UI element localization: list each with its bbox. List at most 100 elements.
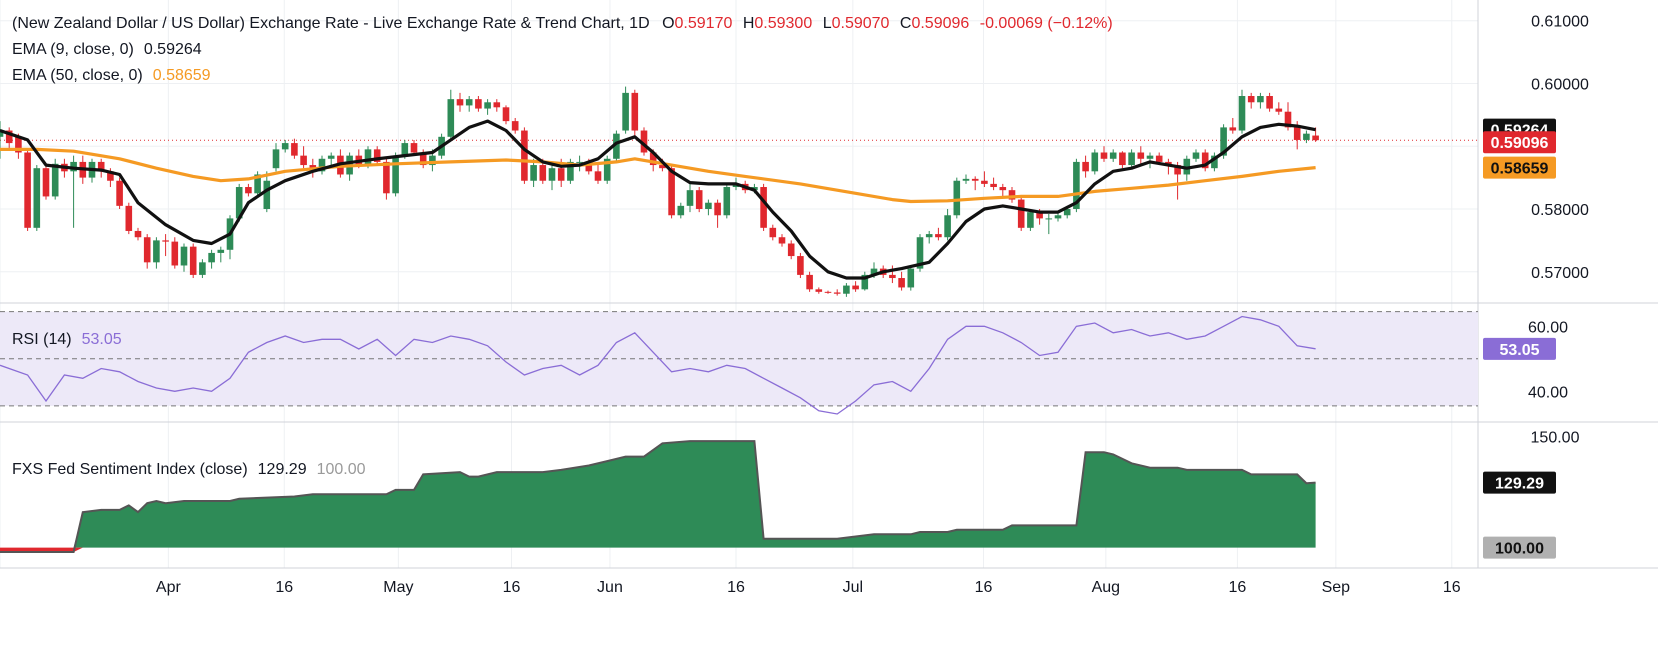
x-tick-label: 16 [1443, 579, 1461, 596]
candle [392, 152, 399, 197]
ema50-price-tag: 0.58659 [1483, 156, 1556, 179]
candle [843, 283, 850, 297]
ema50-line [0, 147, 1316, 204]
candle [134, 227, 142, 241]
candle [24, 149, 31, 231]
candle [944, 208, 951, 241]
candle [695, 187, 703, 213]
candle [999, 183, 1007, 197]
candle [705, 199, 712, 216]
candle [272, 143, 280, 172]
candle [962, 174, 970, 184]
candle [0, 121, 4, 159]
candle [318, 155, 326, 175]
candle [981, 171, 988, 188]
candle [1229, 117, 1237, 134]
candle [898, 271, 905, 291]
candle [5, 127, 13, 150]
rsi-line [0, 315, 1316, 415]
x-tick-label: Aug [1092, 579, 1120, 596]
fxs-area [0, 441, 1316, 548]
candle [1266, 92, 1273, 112]
candle [714, 199, 721, 228]
candle [668, 165, 675, 219]
candle [327, 152, 335, 166]
candle [631, 89, 639, 137]
candle [153, 237, 160, 269]
fxs-value-tag: 129.29 [1483, 471, 1556, 494]
candle [511, 117, 519, 134]
candle [1109, 149, 1117, 162]
candle [465, 96, 473, 112]
candle [1091, 149, 1099, 175]
candle [1100, 146, 1108, 162]
candle [447, 89, 455, 140]
price-overlays [0, 119, 1316, 553]
candle [833, 289, 841, 296]
rsi-tick-label: 40.00 [1528, 384, 1568, 401]
candle [484, 99, 491, 115]
axes: Apr 16 May 16 Jun 16 Jul 16 Aug 16 Sep 16 0.61000 0.6… [156, 14, 1589, 596]
candle [889, 265, 896, 284]
candle [971, 176, 979, 191]
x-tick-label: 16 [275, 579, 293, 596]
x-tick-label: Jul [843, 579, 863, 596]
candle [281, 139, 289, 153]
candle [1128, 149, 1135, 169]
candle [935, 227, 942, 241]
x-tick-label: 16 [727, 579, 745, 596]
candle [953, 177, 961, 219]
candle [143, 234, 151, 269]
rsi-tick-label: 60.00 [1528, 319, 1568, 336]
candle [1027, 208, 1034, 231]
candle [769, 224, 777, 241]
candle [521, 127, 528, 184]
candle [125, 202, 133, 235]
candle [456, 92, 464, 112]
candle [1257, 92, 1264, 109]
fxs-line [0, 440, 1316, 553]
ema9-line [0, 119, 1316, 280]
candle [787, 240, 795, 260]
candle [1201, 149, 1209, 172]
candle [815, 287, 823, 294]
candle [1211, 152, 1218, 172]
panes [0, 0, 1658, 569]
candle [677, 202, 685, 219]
candle [1303, 130, 1310, 144]
candle [1008, 187, 1016, 203]
candle [1238, 89, 1246, 134]
candle [907, 265, 915, 291]
candle [217, 246, 225, 263]
candle [171, 237, 179, 269]
candle [1275, 102, 1283, 115]
close-price-tag: 0.59096 [1483, 131, 1556, 154]
candle [1045, 214, 1053, 235]
legend-title: (New Zealand Dollar / US Dollar) Exchang… [12, 15, 1113, 32]
price-tick-label: 0.58000 [1531, 202, 1589, 219]
candle [640, 127, 648, 156]
price-tick-label: 0.61000 [1531, 14, 1589, 31]
candle [300, 146, 307, 169]
candle [245, 183, 252, 197]
candle [1312, 127, 1319, 142]
candle [760, 183, 767, 231]
candle [97, 158, 105, 178]
x-tick-label: Jun [597, 579, 623, 596]
x-tick-label: Sep [1322, 579, 1351, 596]
legend-rsi: RSI (14) 53.05 [12, 331, 122, 348]
price-tick-label: 0.57000 [1531, 265, 1589, 282]
candle [162, 234, 169, 257]
candle [613, 130, 620, 162]
candle [824, 290, 832, 294]
candle [806, 271, 813, 292]
candle [33, 165, 41, 231]
legend-ema9: EMA (9, close, 0) 0.59264 [12, 41, 202, 58]
svg-text:53.05: 53.05 [1499, 342, 1539, 359]
fxs-tick-label: 150.00 [1531, 430, 1580, 447]
x-tick-label: Apr [156, 579, 182, 596]
candle [797, 252, 804, 279]
candle [530, 158, 537, 188]
price-tick-label: 0.60000 [1531, 76, 1589, 93]
candle [1247, 92, 1255, 109]
